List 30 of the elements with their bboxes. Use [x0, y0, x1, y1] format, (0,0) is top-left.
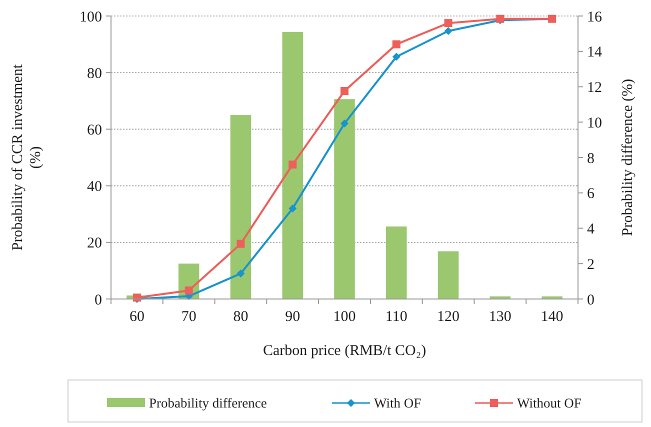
y2-tick-label: 8	[587, 150, 594, 167]
y2-axis-title: Probability difference (%)	[620, 78, 636, 236]
legend-label: Probability difference	[149, 396, 267, 411]
y-tick-label: 60	[87, 122, 102, 138]
y2-tick-label: 4	[587, 222, 595, 238]
y-tick-label: 0	[94, 292, 102, 308]
legend-label: Without OF	[517, 396, 582, 411]
y2-tick-label: 14	[587, 44, 602, 61]
legend-label: With OF	[374, 396, 422, 411]
y2-tick-label: 10	[587, 115, 602, 132]
x-tick-label: 140	[540, 309, 564, 325]
y2-tick-label: 12	[587, 80, 602, 96]
y-tick-label: 100	[80, 9, 102, 26]
y-axis-title: Probability of CCR investment (%)	[10, 64, 44, 251]
y2-tick-label: 2	[587, 256, 594, 273]
y2-tick-label: 0	[587, 292, 594, 308]
y-tick-label: 20	[87, 236, 102, 252]
x-tick-label: 130	[488, 309, 512, 325]
x-tick-label: 80	[233, 309, 248, 325]
x-tick-label: 100	[333, 309, 356, 325]
x-tick-label: 90	[285, 309, 300, 325]
y-tick-label: 80	[87, 66, 102, 82]
x-tick-label: 120	[437, 309, 460, 325]
y-tick-label: 40	[87, 179, 102, 196]
x-tick-label: 70	[181, 309, 196, 325]
x-tick-label: 60	[129, 309, 144, 325]
x-tick-label: 110	[385, 309, 408, 325]
y2-tick-label: 16	[587, 9, 602, 26]
y2-tick-label: 6	[587, 186, 595, 202]
x-axis-title: Carbon price (RMB/t CO₂)	[262, 343, 426, 359]
